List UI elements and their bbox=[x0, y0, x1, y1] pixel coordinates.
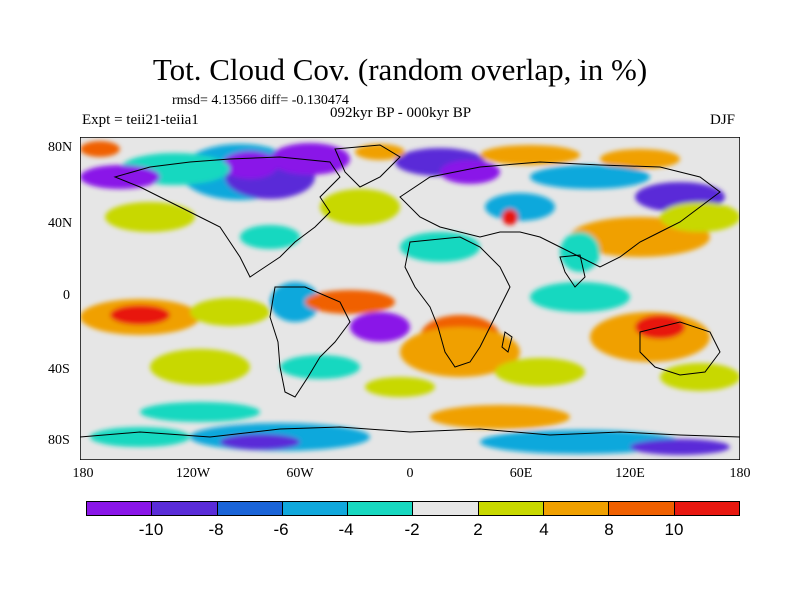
y-tick-40s: 40S bbox=[48, 362, 70, 377]
colorbar bbox=[86, 501, 740, 516]
colorbar-segment bbox=[609, 502, 675, 515]
colorbar-label: 10 bbox=[664, 520, 684, 539]
colorbar-label: -10 bbox=[138, 520, 164, 539]
colorbar-segment bbox=[478, 502, 545, 515]
x-tick-60w: 60W bbox=[286, 466, 314, 481]
y-tick-0: 0 bbox=[63, 288, 70, 303]
colorbar-segment bbox=[674, 502, 739, 515]
colorbar-label: -4 bbox=[338, 520, 354, 539]
x-tick-180w: 180 bbox=[72, 466, 94, 481]
x-tick-60e: 60E bbox=[509, 466, 533, 481]
x-tick-0: 0 bbox=[406, 466, 414, 481]
stats-text: rmsd= 4.13566 diff= -0.130474 bbox=[172, 93, 349, 108]
colorbar-segment bbox=[544, 502, 610, 515]
colorbar-label: -6 bbox=[273, 520, 289, 539]
y-tick-80s: 80S bbox=[48, 433, 70, 448]
y-tick-80n: 80N bbox=[48, 140, 73, 155]
colorbar-label: 2 bbox=[473, 520, 483, 539]
colorbar-label: -2 bbox=[404, 520, 420, 539]
period-label: 092kyr BP - 000kyr BP bbox=[330, 105, 472, 121]
cloud-cover-difference-map bbox=[80, 137, 740, 460]
colorbar-segment bbox=[87, 502, 153, 515]
x-tick-120e: 120E bbox=[615, 466, 645, 481]
colorbar-segment bbox=[152, 502, 218, 515]
colorbar-segment bbox=[348, 502, 414, 515]
y-tick-40n: 40N bbox=[48, 216, 73, 231]
plot-title: Tot. Cloud Cov. (random overlap, in %) bbox=[152, 52, 648, 87]
colorbar-segment bbox=[413, 502, 479, 515]
field-blobs bbox=[80, 141, 740, 455]
colorbar-label: -8 bbox=[208, 520, 224, 539]
x-tick-120w: 120W bbox=[175, 466, 211, 481]
season-label: DJF bbox=[710, 112, 736, 128]
coastlines bbox=[80, 144, 740, 438]
colorbar-segment bbox=[217, 502, 283, 515]
colorbar-segment bbox=[282, 502, 349, 515]
colorbar-label: 4 bbox=[539, 520, 549, 539]
experiment-label: Expt = teii21-teiia1 bbox=[82, 112, 199, 128]
colorbar-label: 8 bbox=[604, 520, 614, 539]
x-tick-180e: 180 bbox=[729, 466, 751, 481]
